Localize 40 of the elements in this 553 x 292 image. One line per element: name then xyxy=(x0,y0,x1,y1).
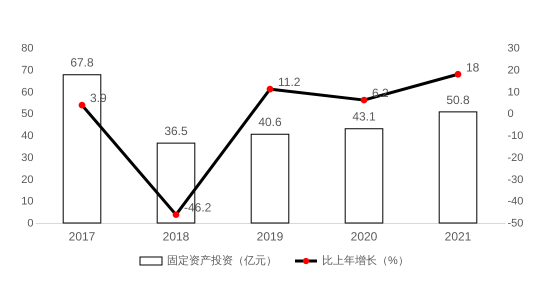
x-tick-label: 2017 xyxy=(68,230,96,244)
y-tick-label: 80 xyxy=(21,42,34,54)
data-label: 43.1 xyxy=(352,110,376,124)
point xyxy=(266,86,274,92)
legend-label: 比上年增长（%） xyxy=(322,254,409,267)
y2-tick-label: 10 xyxy=(508,86,520,98)
y-tick-label: 20 xyxy=(21,174,34,186)
x-tick-label: 2021 xyxy=(444,230,472,244)
data-label: 40.6 xyxy=(258,115,282,130)
point xyxy=(360,96,368,104)
data-label: 18 xyxy=(466,60,480,74)
point xyxy=(78,102,86,108)
bar xyxy=(250,134,290,224)
y-tick-label: 60 xyxy=(21,86,34,98)
y2-tick-label: 0 xyxy=(508,108,514,120)
y-tick-label: 70 xyxy=(21,64,34,76)
bar xyxy=(438,111,478,224)
bar xyxy=(344,128,384,224)
y2-tick-label: -10 xyxy=(508,130,524,142)
data-label: 50.8 xyxy=(446,92,470,107)
y2-tick-label: -50 xyxy=(508,218,524,230)
y-tick-label: 30 xyxy=(21,152,34,164)
y-tick-label: 50 xyxy=(21,108,34,120)
y2-tick-label: -30 xyxy=(508,174,524,186)
x-tick-label: 2019 xyxy=(256,230,284,244)
y-tick-label: 40 xyxy=(21,130,34,142)
point xyxy=(172,211,180,218)
x-tick-label: 2020 xyxy=(350,230,378,244)
y2-tick-label: -20 xyxy=(508,152,524,164)
legend-label: 固定资产投资（亿元） xyxy=(167,254,277,267)
y2-tick-label: 20 xyxy=(508,64,520,76)
x-tick-label: 2018 xyxy=(162,230,190,244)
data-label: 11.2 xyxy=(278,75,301,90)
y2-tick-label: 30 xyxy=(508,42,520,54)
point xyxy=(454,70,462,78)
y2-tick-label: -40 xyxy=(508,196,524,208)
data-label: 36.5 xyxy=(164,124,188,138)
data-label: 67.8 xyxy=(70,56,94,70)
y-tick-label: 10 xyxy=(21,196,34,208)
y-tick-label: 0 xyxy=(27,218,34,230)
